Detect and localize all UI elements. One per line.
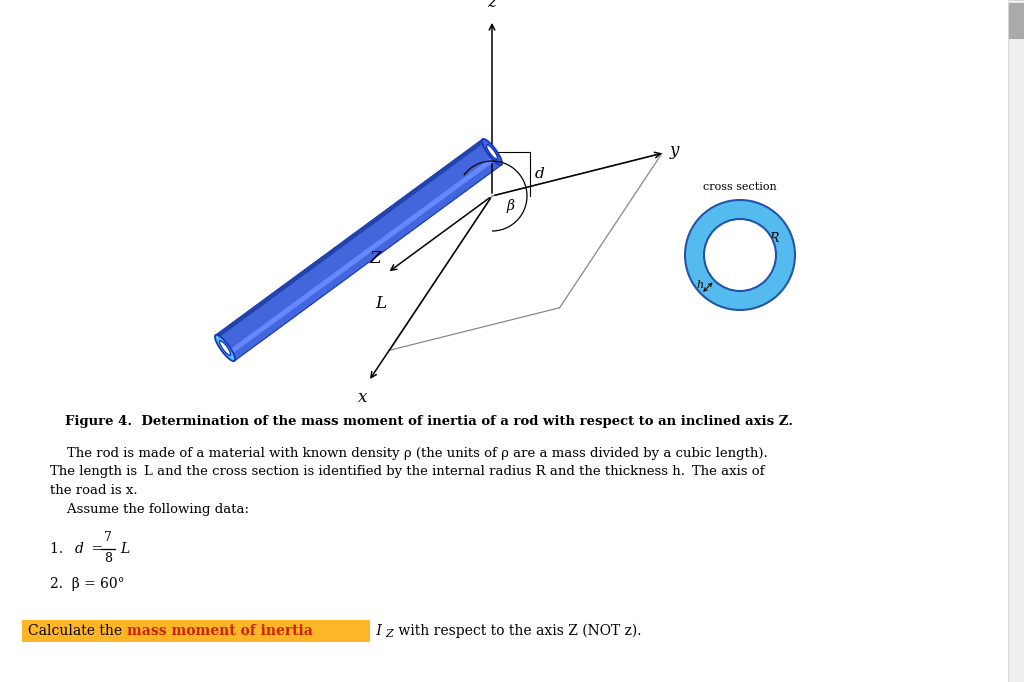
Text: L: L	[120, 542, 129, 556]
Text: d: d	[535, 167, 545, 181]
Text: I: I	[372, 624, 382, 638]
Polygon shape	[215, 139, 502, 361]
Text: 7: 7	[104, 531, 112, 544]
Text: L: L	[375, 295, 386, 312]
Text: R: R	[769, 232, 779, 245]
Bar	[1009, 3, 1023, 38]
Polygon shape	[215, 139, 485, 338]
Text: The rod is made of a material with known density ρ (the units of ρ are a mass di: The rod is made of a material with known…	[50, 447, 768, 516]
Text: cross section: cross section	[703, 182, 777, 192]
Circle shape	[685, 200, 795, 310]
Ellipse shape	[219, 341, 230, 355]
Polygon shape	[227, 155, 498, 355]
Text: x: x	[357, 389, 368, 406]
Text: Z: Z	[370, 250, 381, 267]
Ellipse shape	[482, 139, 502, 165]
Text: 1.: 1.	[50, 542, 72, 556]
Text: β: β	[507, 199, 514, 213]
Ellipse shape	[486, 145, 498, 159]
Ellipse shape	[215, 335, 236, 361]
Text: y: y	[670, 142, 679, 159]
Circle shape	[705, 219, 776, 291]
Text: Z: Z	[385, 629, 393, 639]
Text: mass moment of inertia: mass moment of inertia	[127, 624, 313, 638]
Bar	[1008, 0, 1024, 682]
Text: 8: 8	[104, 552, 112, 565]
Text: z: z	[487, 0, 497, 11]
Text: Calculate the: Calculate the	[28, 624, 127, 638]
Text: with respect to the axis Z (NOT z).: with respect to the axis Z (NOT z).	[394, 624, 641, 638]
Text: h: h	[696, 280, 703, 290]
FancyBboxPatch shape	[22, 620, 370, 642]
Text: Figure 4.  Determination of the mass moment of inertia of a rod with respect to : Figure 4. Determination of the mass mome…	[65, 415, 793, 428]
Text: =: =	[87, 542, 108, 556]
Text: 2.  β = 60°: 2. β = 60°	[50, 577, 125, 591]
Text: d: d	[75, 542, 84, 556]
